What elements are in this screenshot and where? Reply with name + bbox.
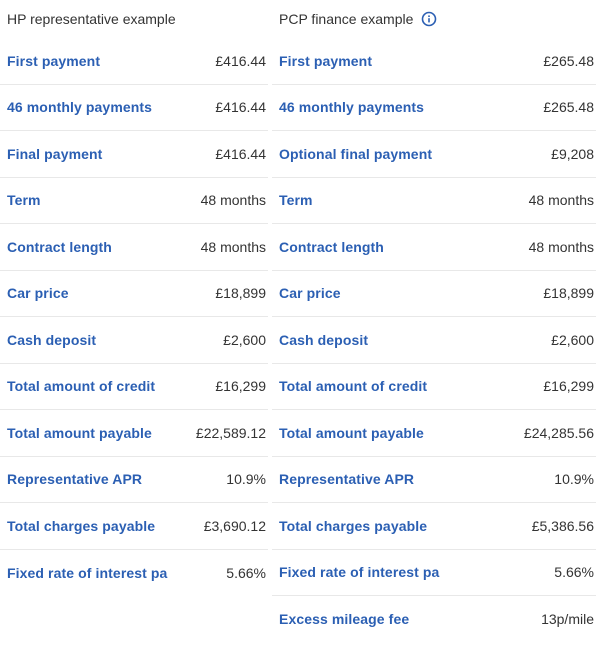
pcp-row-label: Optional final payment [279,145,433,162]
hp-row-value: £16,299 [215,378,266,395]
hp-row-label: Representative APR [7,471,143,488]
pcp-row-label: Fixed rate of interest pa [279,564,440,581]
pcp-row-label: Total charges payable [279,517,428,534]
pcp-row-value: £5,386.56 [531,517,594,534]
hp-row-label: 46 monthly payments [7,99,153,116]
pcp-row-value: £9,208 [551,145,594,162]
pcp-row: Fixed rate of interest pa 5.66% [272,550,596,596]
pcp-row: Optional final payment £9,208 [272,131,596,178]
hp-row: Contract length 48 months [0,224,268,271]
pcp-row: Total charges payable £5,386.56 [272,503,596,550]
hp-row: Representative APR 10.9% [0,457,268,503]
pcp-row: Excess mileage fee 13p/mile [272,596,596,643]
hp-row: Final payment £416.44 [0,131,268,178]
hp-row-value: 10.9% [226,471,266,488]
hp-example-column: HP representative example First payment £… [0,0,268,596]
pcp-row-value: £2,600 [551,331,594,348]
pcp-row-label: Term [279,192,313,209]
hp-row: Fixed rate of interest pa 5.66% [0,550,268,597]
hp-example-title-text: HP representative example [7,11,176,27]
hp-row: Cash deposit £2,600 [0,317,268,364]
hp-row-label: First payment [7,52,101,69]
pcp-row-value: 5.66% [554,564,594,581]
pcp-row-value: £16,299 [543,378,594,395]
hp-row: Term 48 months [0,178,268,224]
pcp-row-label: Representative APR [279,471,415,488]
pcp-row: 46 monthly payments £265.48 [272,85,596,131]
hp-row-label: Cash deposit [7,331,97,348]
hp-row-value: £18,899 [215,285,266,302]
pcp-row: Car price £18,899 [272,271,596,317]
pcp-row-value: £265.48 [543,99,594,116]
pcp-row-value: 48 months [528,192,594,209]
pcp-example-title: PCP finance example [272,0,596,38]
pcp-row: Contract length 48 months [272,224,596,271]
pcp-row: Representative APR 10.9% [272,457,596,503]
hp-row-value: 48 months [200,238,266,255]
hp-row-label: Total charges payable [7,517,156,534]
pcp-row-label: Contract length [279,238,384,255]
pcp-example-rows: First payment £265.48 46 monthly payments £… [272,38,596,643]
info-icon[interactable] [421,11,437,27]
pcp-row-label: Total amount payable [279,424,424,441]
hp-row-value: £3,690.12 [203,517,266,534]
hp-row: Total amount of credit £16,299 [0,364,268,410]
hp-row-label: Term [7,192,41,209]
pcp-row-value: £24,285.56 [523,424,594,441]
hp-row-value: £416.44 [215,52,266,69]
pcp-row-label: Car price [279,285,341,302]
pcp-row: First payment £265.48 [272,38,596,85]
hp-row-value: 48 months [200,192,266,209]
hp-row: Total charges payable £3,690.12 [0,503,268,550]
pcp-row-value: 48 months [528,238,594,255]
hp-row-label: Total amount of credit [7,378,156,395]
pcp-example-title-text: PCP finance example [279,11,414,27]
pcp-row-value: 10.9% [554,471,594,488]
pcp-row-label: 46 monthly payments [279,99,425,116]
hp-row-value: £2,600 [223,331,266,348]
hp-row: Car price £18,899 [0,271,268,317]
pcp-row-label: Cash deposit [279,331,369,348]
pcp-row-value: £265.48 [543,52,594,69]
pcp-row-value: 13p/mile [541,611,594,628]
hp-row-label: Fixed rate of interest pa [7,564,168,581]
hp-row-value: £22,589.12 [195,424,266,441]
pcp-row: Total amount of credit £16,299 [272,364,596,410]
hp-row-label: Car price [7,285,69,302]
pcp-row-label: Total amount of credit [279,378,428,395]
pcp-row-label: Excess mileage fee [279,611,410,628]
hp-row-value: £416.44 [215,145,266,162]
hp-row: 46 monthly payments £416.44 [0,85,268,131]
pcp-row: Term 48 months [272,178,596,224]
hp-row: First payment £416.44 [0,38,268,85]
hp-row-label: Final payment [7,145,103,162]
hp-example-title: HP representative example [0,0,268,38]
pcp-row: Total amount payable £24,285.56 [272,410,596,457]
hp-row-value: 5.66% [226,564,266,581]
hp-example-rows: First payment £416.44 46 monthly payments £… [0,38,268,596]
pcp-row-label: First payment [279,52,373,69]
hp-row-label: Contract length [7,238,112,255]
pcp-example-column: PCP finance example First payment £265.48… [272,0,596,643]
pcp-row: Cash deposit £2,600 [272,317,596,364]
hp-row-value: £416.44 [215,99,266,116]
hp-row: Total amount payable £22,589.12 [0,410,268,457]
hp-row-label: Total amount payable [7,424,152,441]
pcp-row-value: £18,899 [543,285,594,302]
